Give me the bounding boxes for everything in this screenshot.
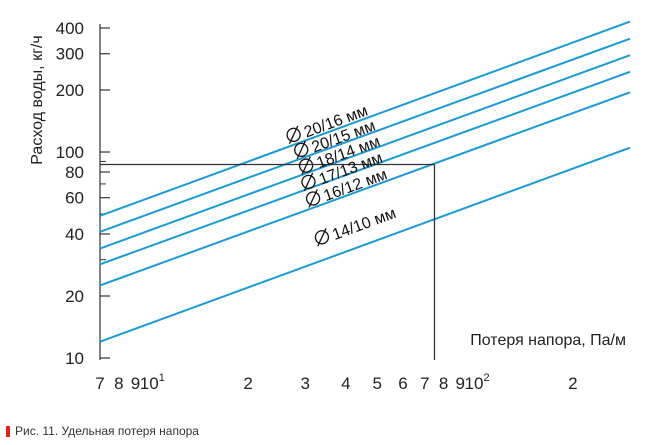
x-tick-label: 7 — [420, 374, 429, 393]
diameter-icon — [301, 174, 316, 190]
chart-svg: Потеря напора, Па/м Расход воды, кг/ч 10… — [29, 19, 631, 393]
y-tick-label: 60 — [65, 189, 84, 208]
caption-text: Рис. 11. Удельная потеря напора — [15, 424, 199, 438]
x-tick-label: 6 — [398, 374, 407, 393]
x-tick-label: 2 — [243, 374, 252, 393]
series-line — [99, 20, 631, 217]
x-tick-label: 4 — [341, 374, 350, 393]
diameter-icon-slash — [308, 189, 318, 208]
caption-marker — [6, 425, 10, 437]
y-tick-label: 20 — [65, 287, 84, 306]
series-label-text: 14/10 мм — [330, 205, 398, 244]
labels: Потеря напора, Па/м Расход воды, кг/ч 10… — [29, 19, 626, 393]
chart: Потеря напора, Па/м Расход воды, кг/ч 10… — [29, 19, 631, 393]
diameter-icon — [305, 191, 321, 206]
diameter-icon — [314, 230, 330, 245]
y-axis-title: Расход воды, кг/ч — [29, 35, 46, 164]
y-tick-label: 100 — [56, 143, 84, 162]
diameter-icon — [294, 142, 309, 158]
diameter-icon-slash — [317, 228, 327, 247]
y-tick-label: 40 — [65, 225, 84, 244]
x-tick-exponent: 2 — [483, 372, 489, 384]
x-tick-label: 7 — [95, 374, 104, 393]
reference-lines — [100, 163, 436, 360]
x-tick-label: 101 — [140, 372, 165, 393]
series-line — [99, 91, 631, 287]
series-line — [99, 54, 631, 250]
x-tick-base: 10 — [140, 374, 159, 393]
diameter-icon — [286, 127, 301, 143]
series-line — [99, 37, 631, 233]
x-tick-base: 10 — [465, 374, 484, 393]
x-tick-label: 2 — [568, 374, 577, 393]
x-tick-label: 8 — [439, 374, 448, 393]
diameter-icon-slash — [296, 140, 306, 160]
x-tick-label: 3 — [301, 374, 310, 393]
series-line — [99, 146, 631, 343]
y-tick-label: 200 — [56, 81, 84, 100]
x-tick-label: 102 — [465, 372, 490, 393]
series-label: 14/10 мм — [314, 205, 398, 247]
y-tick-label: 400 — [56, 19, 84, 38]
diameter-icon-slash — [303, 172, 314, 192]
x-axis-title: Потеря напора, Па/м — [470, 332, 626, 349]
x-tick-label: 8 — [114, 374, 123, 393]
series-lines — [99, 20, 631, 343]
y-tick-label: 80 — [65, 163, 84, 182]
diameter-icon-slash — [288, 125, 299, 145]
y-tick-label: 10 — [65, 349, 84, 368]
diameter-icon — [298, 158, 314, 173]
y-tick-label: 300 — [56, 45, 84, 64]
series-line — [99, 70, 631, 266]
x-tick-label: 9 — [455, 374, 464, 393]
figure-caption: Рис. 11. Удельная потеря напора — [6, 424, 199, 438]
x-tick-exponent: 1 — [159, 372, 165, 384]
diameter-icon-slash — [301, 156, 311, 175]
tick-marks — [100, 27, 110, 359]
x-tick-label: 9 — [131, 374, 140, 393]
x-tick-label: 5 — [373, 374, 382, 393]
